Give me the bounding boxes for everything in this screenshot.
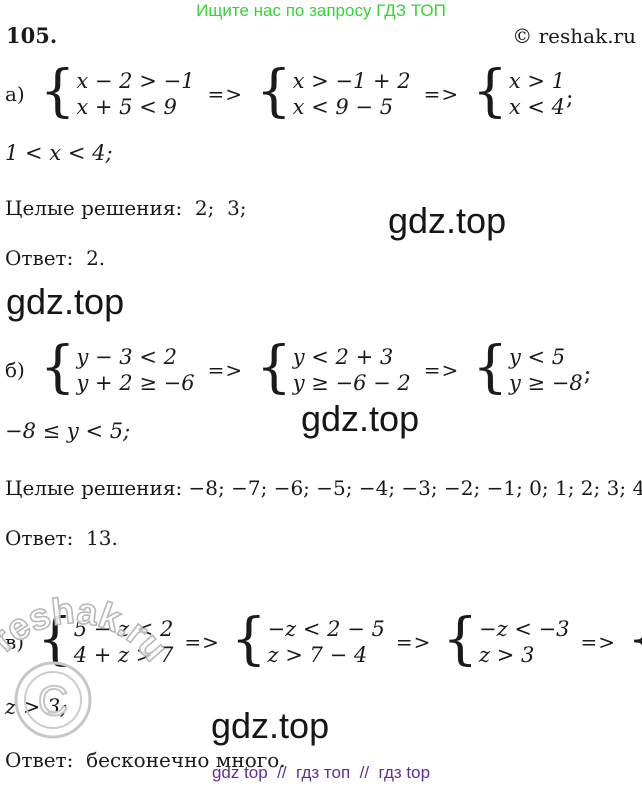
part-v-row: в) { 5 − z < 2 4 + z > 7 => { −z < 2 − 5… [5, 607, 642, 672]
promo-banner: Ищите нас по запросу ГДЗ ТОП [196, 1, 446, 20]
inequality: x > −1 + 2 [292, 69, 411, 93]
implies-arrow: => [423, 358, 460, 382]
inequality: y < 2 + 3 [292, 345, 394, 369]
inequality: y − 3 < 2 [76, 345, 177, 369]
part-b-answer: Ответ: 13. [5, 526, 118, 550]
brace-icon: { [230, 607, 267, 672]
part-b-row: б) { y − 3 < 2 y + 2 ≥ −6 => { y < 2 + 3… [5, 335, 592, 400]
inequality: −z < 2 − 5 [267, 617, 385, 641]
part-a-answer: Ответ: 2. [5, 246, 106, 270]
inequality: x − 2 > −1 [76, 69, 195, 93]
implies-arrow: => [580, 630, 617, 654]
gdz-watermark: gdz.top [211, 705, 330, 746]
part-a-integer-solutions: Целые решения: 2; 3; [5, 196, 247, 220]
implies-arrow: => [207, 358, 244, 382]
system: { y < 2 + 3 y ≥ −6 − 2 [256, 335, 411, 400]
gdz-watermark: gdz.top [6, 281, 125, 322]
inequality: −z < −3 [478, 617, 570, 641]
part-a-row: а) { x − 2 > −1 x + 5 < 9 => { x > −1 + … [5, 59, 574, 124]
system: { x > −1 + 2 x < 9 − 5 [255, 59, 411, 124]
system: { −z < 2 − 5 z > 7 − 4 [230, 607, 385, 672]
gdz-watermark: gdz.top [301, 398, 420, 439]
system: { x > 1 x < 4 ; [472, 59, 574, 124]
inequality: 5 − z < 2 [73, 617, 174, 641]
inequality: y ≥ −8 [508, 371, 583, 395]
semicolon: ; [565, 85, 574, 111]
system: { −z < −3 z > 3 [442, 607, 570, 672]
semicolon: ; [583, 361, 592, 387]
brace-icon: { [37, 607, 73, 672]
system: { 5 − z < 2 4 + z > 7 [37, 607, 174, 672]
copyright-note: © reshak.ru [512, 24, 636, 48]
system: { x − 2 > −1 x + 5 < 9 [39, 59, 195, 124]
brace-icon: { [39, 59, 76, 124]
brace-icon: { [472, 335, 508, 400]
inequality: x + 5 < 9 [76, 95, 177, 119]
inequality: 4 + z > 7 [73, 643, 174, 667]
system: { z > 3 z > 3 ; [627, 612, 642, 668]
implies-arrow: => [207, 82, 243, 106]
part-v-label: в) [5, 630, 25, 654]
footer-links[interactable]: gdz top // гдз топ // гдз top [211, 763, 431, 782]
implies-arrow: => [423, 82, 460, 106]
part-b-result: −8 ≤ y < 5; [5, 419, 131, 443]
part-b-label: б) [5, 358, 25, 382]
part-b-integer-solutions: Целые решения: −8; −7; −6; −5; −4; −3; −… [5, 476, 642, 500]
brace-icon: { [255, 59, 292, 124]
implies-arrow: => [395, 630, 432, 654]
brace-icon: { [627, 612, 642, 668]
inequality: z > 3 [478, 643, 535, 667]
part-a-label: а) [5, 82, 25, 106]
inequality: y ≥ −6 − 2 [292, 371, 411, 395]
inequality: y + 2 ≥ −6 [76, 371, 195, 395]
inequality: x < 4 [508, 95, 565, 119]
brace-icon: { [472, 59, 508, 124]
part-v-result: z > 3; [5, 695, 68, 719]
gdz-watermark: gdz.top [388, 200, 507, 241]
inequality: x < 9 − 5 [292, 95, 394, 119]
problem-number: 105. [6, 23, 58, 48]
inequality: z > 7 − 4 [267, 643, 368, 667]
part-a-result: 1 < x < 4; [5, 141, 113, 165]
brace-icon: { [256, 335, 292, 400]
system: { y − 3 < 2 y + 2 ≥ −6 [39, 335, 195, 400]
inequality: x > 1 [508, 69, 565, 93]
part-v-answer: Ответ: бесконечно много. [5, 748, 286, 772]
brace-icon: { [39, 335, 76, 400]
system: { y < 5 y ≥ −8 ; [472, 335, 592, 400]
inequality: y < 5 [508, 345, 566, 369]
reshak-stamp-watermark: C reshak.ru [0, 589, 177, 739]
brace-icon: { [442, 607, 478, 672]
implies-arrow: => [184, 630, 220, 654]
